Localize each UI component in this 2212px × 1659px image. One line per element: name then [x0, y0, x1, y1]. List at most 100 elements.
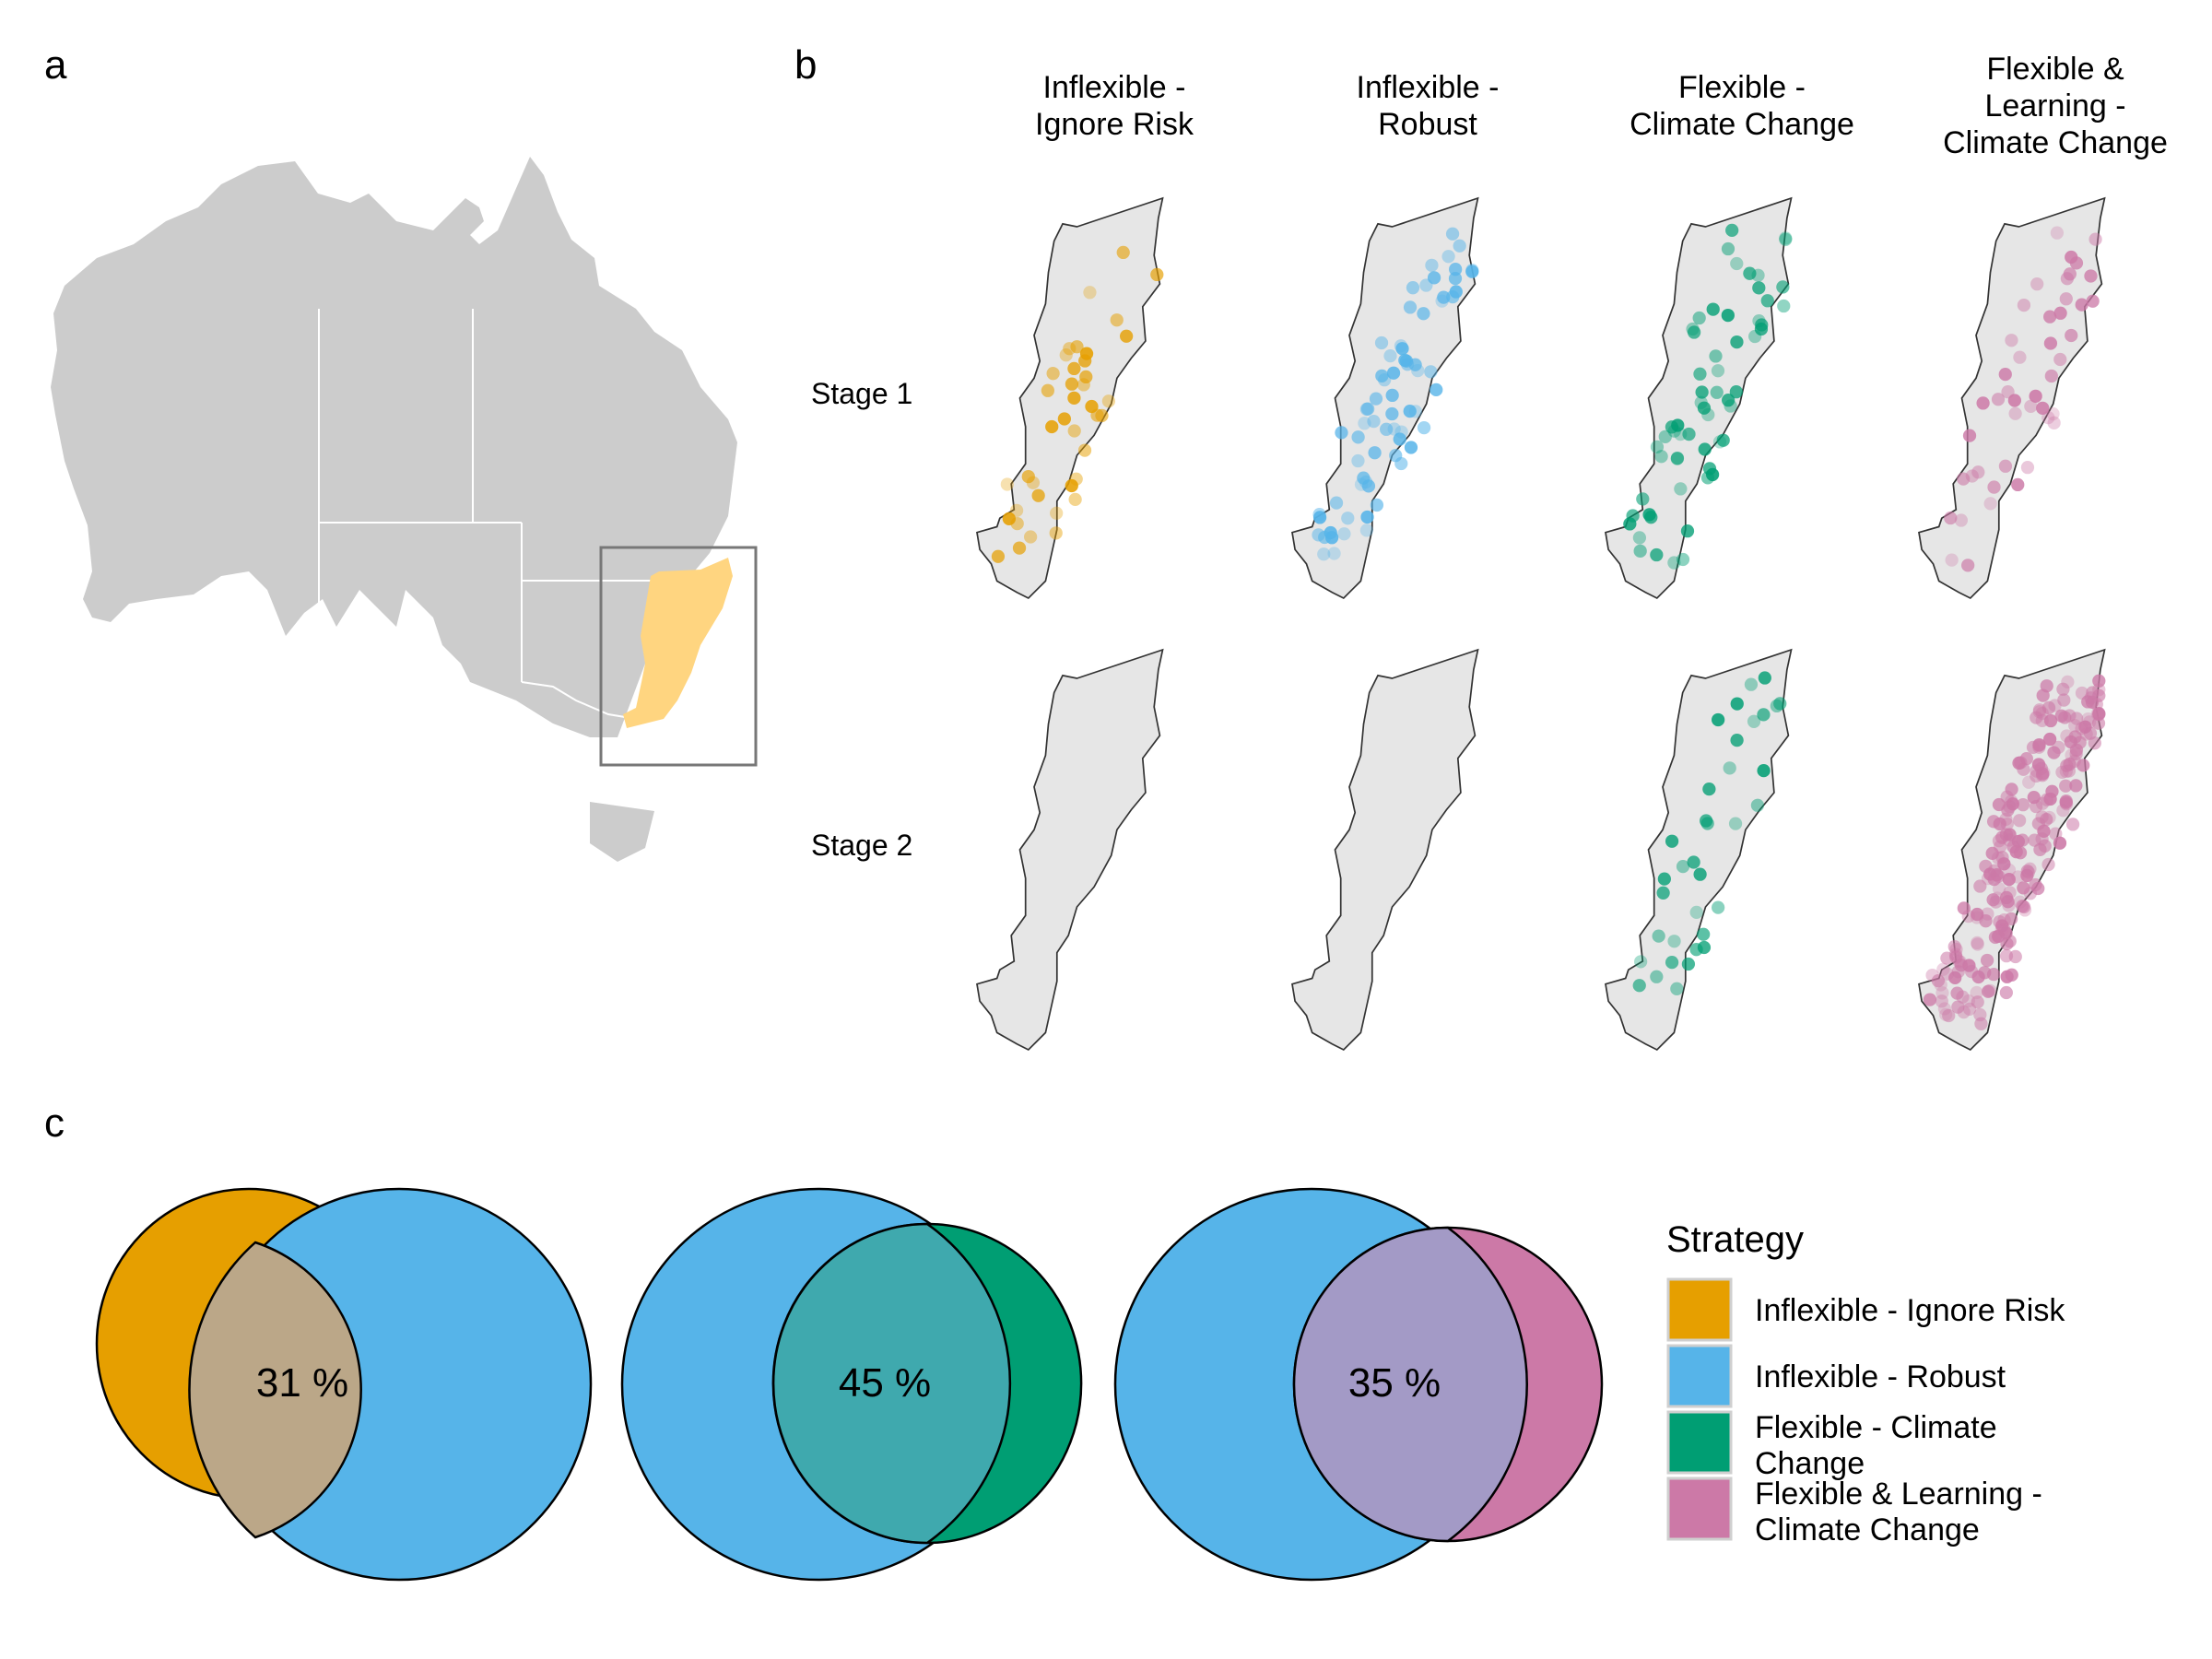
site-point [1945, 553, 1959, 567]
site-point [2086, 294, 2100, 308]
venn-3: 35 % [1113, 1187, 1604, 1582]
site-point [1961, 994, 1976, 1008]
site-point [2040, 679, 2053, 693]
site-point [1000, 477, 1014, 491]
site-point [1770, 699, 1783, 713]
column-header-line: Climate Change [1630, 107, 1854, 142]
site-point [1993, 817, 2006, 831]
site-point [1045, 419, 1059, 434]
site-point [1950, 986, 1964, 1000]
site-point [2092, 683, 2106, 697]
site-point [2069, 712, 2084, 725]
site-point [1777, 299, 1791, 313]
site-point [2090, 707, 2105, 721]
site-point [1425, 258, 1439, 272]
panel-label-b: b [794, 42, 817, 88]
legend-label: Climate Change [1755, 1512, 1980, 1547]
site-point [2029, 877, 2042, 892]
site-point [1750, 798, 1765, 812]
site-point [2023, 862, 2037, 876]
site-point [1368, 446, 1382, 460]
site-point [1636, 492, 1650, 506]
site-point [1992, 797, 2006, 812]
site-point [2002, 872, 2016, 887]
site-point [1041, 383, 1055, 397]
site-point [1383, 348, 1397, 363]
site-point [1335, 426, 1348, 440]
site-point [1120, 329, 1134, 343]
column-header-line: Ignore Risk [1035, 107, 1194, 142]
site-point [1754, 322, 1769, 336]
site-point [2005, 968, 2018, 982]
site-point [1693, 867, 1707, 881]
australia-map [51, 157, 758, 862]
site-point [1687, 325, 1701, 339]
legend-key [1666, 1410, 1733, 1475]
site-point [1023, 530, 1038, 544]
venn-3-overlap-label: 35 % [1348, 1360, 1441, 1406]
site-point [2092, 674, 2106, 688]
site-point [1385, 406, 1399, 421]
site-point [1954, 513, 1969, 527]
site-point [1049, 526, 1063, 540]
site-point [2057, 693, 2071, 707]
legend-label: Flexible - Climate [1755, 1410, 1997, 1445]
site-point [1676, 860, 1690, 874]
site-point [2065, 328, 2078, 343]
site-point [1758, 671, 1771, 685]
region-outline [976, 649, 1164, 1051]
site-point [1729, 385, 1743, 399]
site-point [2059, 795, 2073, 809]
site-point [2053, 352, 2067, 367]
site-point [1680, 524, 1695, 538]
site-point [2043, 792, 2057, 806]
site-point [1773, 697, 1787, 711]
site-point [1983, 983, 1997, 997]
site-point [1730, 733, 1744, 747]
site-point [1951, 1000, 1965, 1014]
site-point [1369, 392, 1383, 406]
site-point [1940, 951, 1954, 965]
site-point [1465, 265, 1479, 278]
legend-label: Inflexible - Ignore Risk [1755, 1293, 2065, 1328]
site-point [2065, 818, 2080, 831]
site-point [1650, 547, 1664, 562]
site-point [2016, 833, 2030, 847]
site-point [1971, 937, 1984, 951]
site-point [2069, 779, 2083, 793]
site-point [1971, 465, 1985, 479]
site-point [2019, 751, 2033, 766]
site-point [2030, 277, 2044, 291]
site-point [1057, 412, 1071, 426]
site-point [1367, 414, 1381, 429]
site-point [2083, 726, 2098, 740]
site-point [2059, 779, 2073, 793]
site-point [2043, 713, 2058, 728]
site-point [1101, 394, 1116, 408]
site-point [1779, 231, 1793, 245]
site-point [1667, 935, 1681, 948]
site-point [1341, 512, 1355, 525]
site-point [2001, 895, 2015, 909]
site-point [2084, 269, 2098, 283]
site-point [1395, 342, 1409, 356]
site-point [1937, 1002, 1952, 1016]
site-point [1985, 846, 1999, 861]
site-point [1437, 290, 1451, 304]
site-point [1760, 294, 1774, 308]
site-point [1925, 968, 1939, 982]
site-point [1722, 394, 1735, 407]
site-point [1947, 939, 1961, 954]
site-point [1430, 382, 1443, 396]
site-point [1723, 761, 1736, 775]
site-point [1031, 488, 1045, 502]
site-point [2059, 764, 2073, 779]
site-point [1757, 708, 1771, 722]
site-point [1010, 516, 1024, 531]
column-header-line: Flexible & [1986, 52, 2124, 87]
site-point [1656, 886, 1670, 900]
site-point [1757, 764, 1771, 778]
site-point [1670, 452, 1684, 465]
venn-2-overlap-label: 45 % [839, 1360, 931, 1406]
site-point [2013, 846, 2028, 860]
